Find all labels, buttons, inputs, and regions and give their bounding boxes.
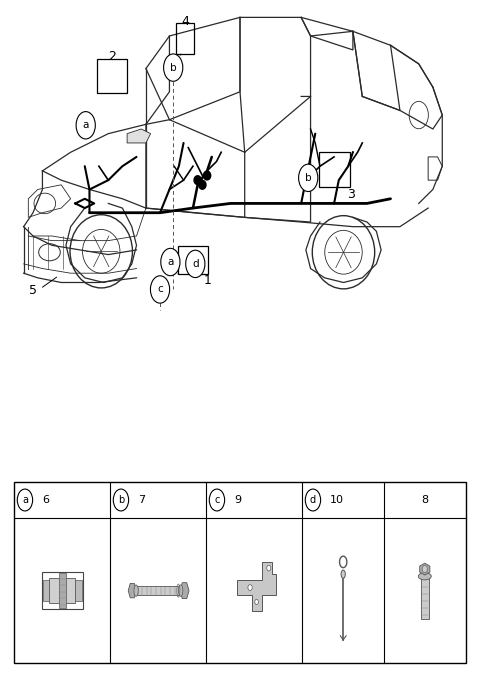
Ellipse shape (179, 585, 183, 596)
Text: 3: 3 (347, 187, 355, 200)
Bar (14, 482, 466, 663)
Text: 6: 6 (42, 495, 49, 505)
Bar (96, 60, 127, 93)
Text: c: c (214, 495, 220, 505)
Text: 5: 5 (29, 285, 37, 298)
Ellipse shape (193, 175, 202, 185)
Circle shape (76, 111, 96, 139)
Circle shape (422, 566, 427, 573)
Bar (135, 586, 181, 596)
Text: 7: 7 (138, 495, 145, 505)
Text: a: a (167, 257, 174, 267)
Text: a: a (22, 495, 28, 505)
Text: 10: 10 (330, 495, 344, 505)
Text: 4: 4 (181, 14, 190, 27)
Text: b: b (118, 495, 124, 505)
Polygon shape (237, 562, 276, 611)
Bar (319, 153, 349, 187)
Bar (59, 573, 66, 608)
Text: a: a (83, 120, 89, 130)
Circle shape (186, 250, 205, 278)
Text: d: d (192, 259, 199, 269)
Bar (421, 579, 429, 620)
Circle shape (150, 276, 169, 303)
Circle shape (299, 164, 318, 192)
Text: 8: 8 (421, 495, 428, 505)
Text: 2: 2 (108, 51, 116, 64)
Text: 1: 1 (204, 274, 212, 287)
Ellipse shape (341, 570, 345, 579)
Polygon shape (127, 129, 151, 143)
Ellipse shape (134, 585, 138, 596)
Circle shape (17, 489, 33, 511)
Circle shape (305, 489, 321, 511)
Circle shape (209, 489, 225, 511)
Circle shape (161, 248, 180, 276)
Circle shape (164, 54, 183, 81)
Bar (177, 23, 194, 53)
Polygon shape (180, 583, 189, 598)
Bar (43, 580, 49, 601)
Text: 9: 9 (234, 495, 241, 505)
Text: b: b (170, 63, 177, 73)
Bar (49, 579, 75, 603)
Ellipse shape (267, 565, 271, 571)
Text: c: c (157, 285, 163, 295)
Ellipse shape (203, 170, 211, 181)
Ellipse shape (248, 585, 252, 590)
Bar (75, 580, 82, 601)
Bar (178, 246, 208, 274)
Text: d: d (310, 495, 316, 505)
Ellipse shape (255, 599, 258, 605)
Ellipse shape (198, 180, 207, 190)
Polygon shape (420, 563, 430, 575)
Polygon shape (128, 583, 136, 598)
Ellipse shape (418, 573, 432, 580)
Circle shape (113, 489, 129, 511)
Text: b: b (305, 173, 312, 183)
Bar (42, 572, 83, 609)
